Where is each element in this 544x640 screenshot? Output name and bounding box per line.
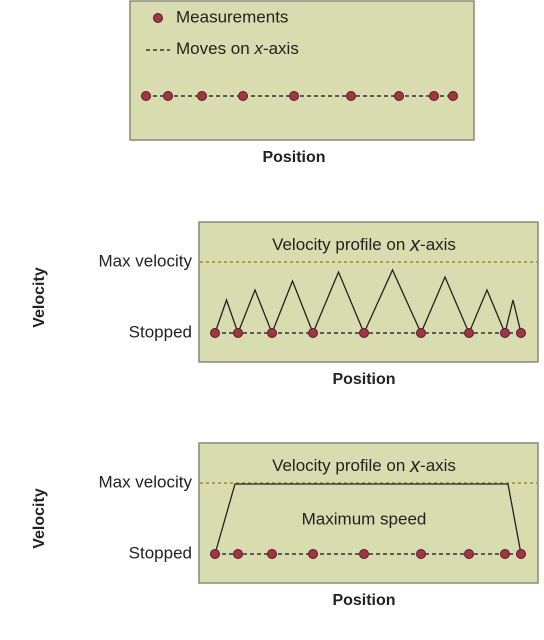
- title-part: -axis: [420, 456, 456, 475]
- measurement: [289, 91, 299, 101]
- measurement: [346, 91, 356, 101]
- legend-dot: [153, 13, 163, 23]
- panel-title: Velocity profile on x-axis: [272, 455, 456, 477]
- measurement: [233, 328, 243, 338]
- measurement: [416, 328, 426, 338]
- measurement: [359, 328, 369, 338]
- panel: [198, 442, 539, 584]
- legend-moves-2: x: [253, 39, 263, 58]
- note: Maximum speed: [302, 509, 427, 528]
- measurement: [238, 91, 248, 101]
- title-part: x: [409, 455, 421, 477]
- measurement: [210, 328, 220, 338]
- measurement: [394, 91, 404, 101]
- stopped-label: Stopped: [129, 322, 192, 341]
- measurement: [233, 549, 243, 559]
- max-label: Max velocity: [98, 251, 192, 270]
- y-label: Velocity: [31, 488, 48, 549]
- x-label: Position: [262, 149, 325, 166]
- velocity-profile: [214, 483, 522, 555]
- measurement: [416, 549, 426, 559]
- measurement: [267, 328, 277, 338]
- max-label: Max velocity: [98, 472, 192, 491]
- measurement: [500, 328, 510, 338]
- measurement: [308, 549, 318, 559]
- legend-moves: Moves on x-axis: [176, 39, 299, 58]
- measurement: [210, 549, 220, 559]
- measurement: [516, 549, 526, 559]
- legend-measurements: Measurements: [176, 7, 288, 26]
- measurement: [267, 549, 277, 559]
- title-part: x: [409, 234, 421, 256]
- measurement: [464, 328, 474, 338]
- legend-moves-1: Moves on: [176, 39, 254, 58]
- legend-moves-3: -axis: [263, 39, 299, 58]
- measurement: [500, 549, 510, 559]
- measurement: [359, 549, 369, 559]
- title-part: Velocity profile on: [272, 456, 410, 475]
- measurement: [197, 91, 207, 101]
- x-label: Position: [332, 592, 395, 609]
- y-label: Velocity: [31, 267, 48, 328]
- title-part: Velocity profile on: [272, 235, 410, 254]
- title-part: -axis: [420, 235, 456, 254]
- measurement: [308, 328, 318, 338]
- measurement: [163, 91, 173, 101]
- measurement: [141, 91, 151, 101]
- panel-title: Velocity profile on x-axis: [272, 234, 456, 256]
- measurement: [464, 549, 474, 559]
- measurement: [448, 91, 458, 101]
- stopped-label: Stopped: [129, 543, 192, 562]
- measurement: [516, 328, 526, 338]
- legend-panel: [129, 0, 475, 141]
- measurement: [429, 91, 439, 101]
- x-label: Position: [332, 371, 395, 388]
